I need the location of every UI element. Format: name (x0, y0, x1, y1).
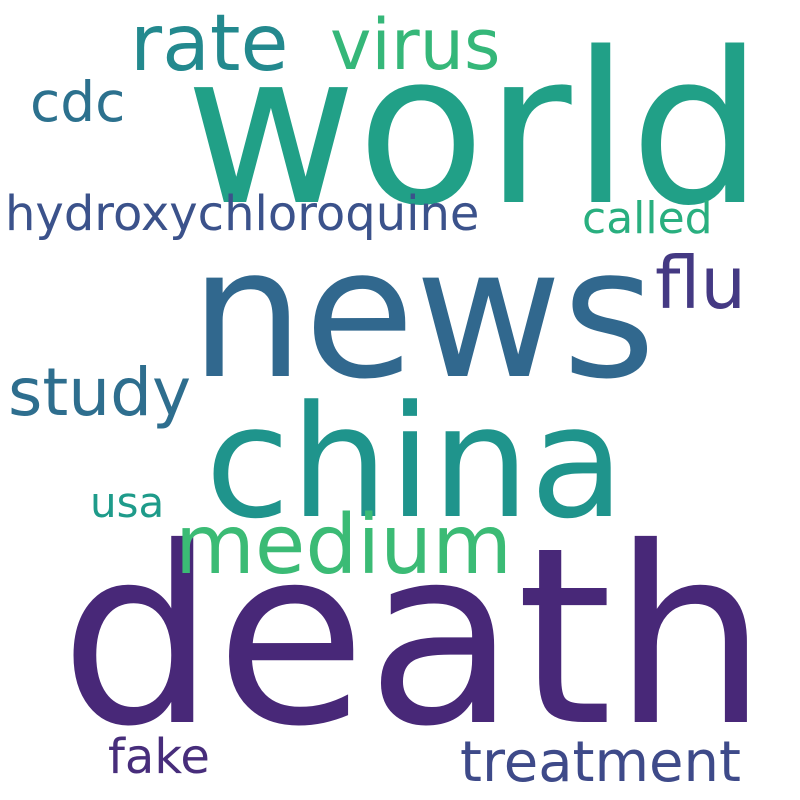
word-medium: medium (175, 498, 513, 593)
word-fake: fake (108, 729, 210, 785)
word-study: study (8, 354, 192, 431)
word-death: death (60, 495, 768, 780)
word-hydroxychloroquine: hydroxychloroquine (5, 186, 480, 242)
word-world: world (185, 7, 764, 252)
word-treatment: treatment (460, 730, 741, 795)
word-news: news (190, 210, 656, 419)
word-called: called (582, 193, 713, 244)
word-flu: flu (655, 241, 746, 325)
word-rate: rate (130, 0, 289, 89)
word-cdc: cdc (30, 70, 126, 134)
word-china: china (205, 372, 625, 553)
word-usa: usa (90, 478, 165, 527)
word-virus: virus (330, 4, 501, 86)
